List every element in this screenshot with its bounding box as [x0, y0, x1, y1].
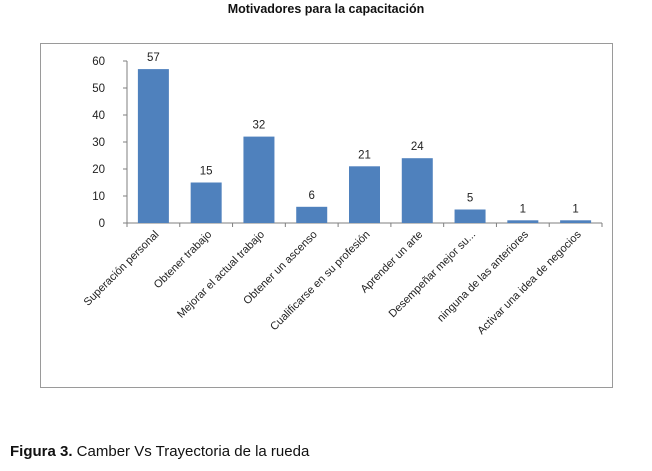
data-label: 6 — [309, 190, 315, 202]
bar — [401, 158, 433, 223]
category-label: Desempeñar mejor su... — [387, 229, 478, 320]
y-tick-label: 30 — [92, 137, 105, 149]
y-tick-label: 20 — [92, 164, 105, 176]
bar — [190, 182, 222, 223]
category-label: Cualificarse en su profesión — [268, 229, 372, 333]
y-tick-label: 10 — [92, 191, 105, 203]
figure-number: Figura 3. — [10, 443, 73, 460]
data-label: 32 — [253, 120, 266, 132]
y-axis: 0 10 20 30 40 50 60 — [92, 56, 128, 230]
x-axis — [126, 222, 603, 227]
data-labels: 57 15 32 6 21 24 5 1 1 — [147, 52, 579, 215]
bar — [296, 206, 328, 223]
y-tick-label: 50 — [92, 83, 105, 95]
bar — [560, 220, 592, 223]
data-label: 57 — [147, 52, 160, 64]
category-label: Superación personal — [82, 229, 162, 309]
data-label: 1 — [572, 203, 578, 215]
data-label: 15 — [200, 166, 213, 178]
chart-title: Motivadores para la capacitación — [227, 2, 425, 16]
data-label: 21 — [358, 149, 371, 161]
category-label: ninguna de las anteriores — [435, 228, 531, 324]
bar — [349, 166, 380, 223]
bars — [137, 69, 592, 223]
data-label: 5 — [467, 193, 473, 205]
bar — [454, 209, 486, 223]
bar-chart: 0 10 20 30 40 50 60 57 15 32 6 21 24 5 1 1 Superación … — [82, 52, 603, 337]
chart-frame — [40, 43, 613, 388]
data-label: 24 — [411, 141, 424, 153]
y-tick-label: 40 — [92, 110, 105, 122]
y-tick-label: 0 — [99, 218, 105, 230]
category-label: Activar una idea de negocios — [475, 228, 584, 337]
bar — [137, 69, 169, 223]
figure-caption-text: Camber Vs Trayectoria de la rueda — [72, 443, 310, 460]
category-label: Mejorar el actual trabajo — [175, 229, 267, 321]
y-tick-label: 60 — [92, 56, 105, 68]
data-label: 1 — [520, 203, 526, 215]
figure-caption: Figura 3. Camber Vs Trayectoria de la ru… — [10, 443, 309, 460]
bar — [507, 220, 539, 223]
bar — [243, 136, 275, 223]
